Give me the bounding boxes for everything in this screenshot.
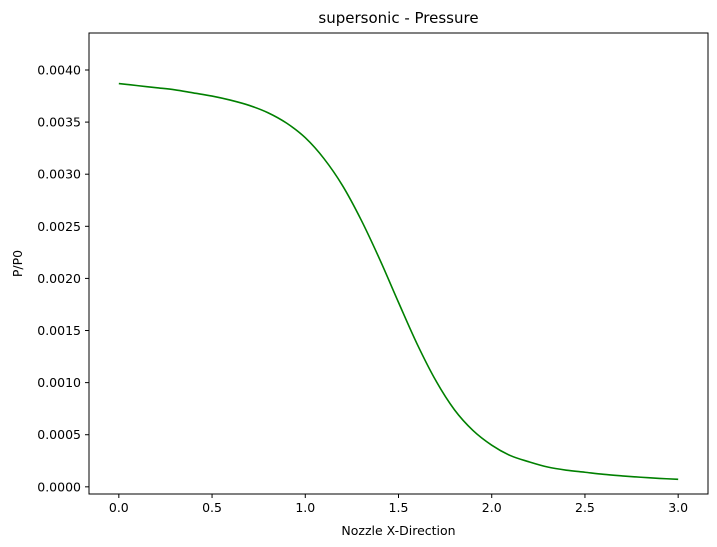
y-tick-label: 0.0035 [37, 115, 81, 130]
x-tick-label: 1.5 [389, 500, 409, 515]
y-tick-label: 0.0005 [37, 427, 81, 442]
y-tick-label: 0.0020 [37, 271, 81, 286]
y-axis-ticks: 0.0000 0.0005 0.0010 0.0015 0.0020 0.0025 0.00… [37, 62, 89, 494]
plot-area [89, 33, 708, 494]
x-tick-label: 2.5 [575, 500, 595, 515]
y-tick-label: 0.0040 [37, 62, 81, 77]
x-tick-label: 3.0 [668, 500, 688, 515]
y-tick-label: 0.0000 [37, 479, 81, 494]
y-tick-label: 0.0025 [37, 219, 81, 234]
x-tick-label: 0.0 [109, 500, 129, 515]
x-tick-label: 2.0 [482, 500, 502, 515]
y-axis-label: P/P0 [10, 250, 25, 277]
x-tick-label: 0.5 [202, 500, 222, 515]
x-tick-label: 1.0 [295, 500, 315, 515]
chart-title: supersonic - Pressure [318, 9, 478, 27]
x-axis-ticks: 0.0 0.5 1.0 1.5 2.0 2.5 3.0 [109, 494, 688, 515]
series-layer [118, 82, 679, 481]
x-axis-label: Nozzle X-Direction [341, 523, 455, 538]
y-tick-label: 0.0010 [37, 375, 81, 390]
pressure-series-line [118, 82, 679, 481]
y-tick-label: 0.0015 [37, 323, 81, 338]
y-tick-label: 0.0030 [37, 167, 81, 182]
